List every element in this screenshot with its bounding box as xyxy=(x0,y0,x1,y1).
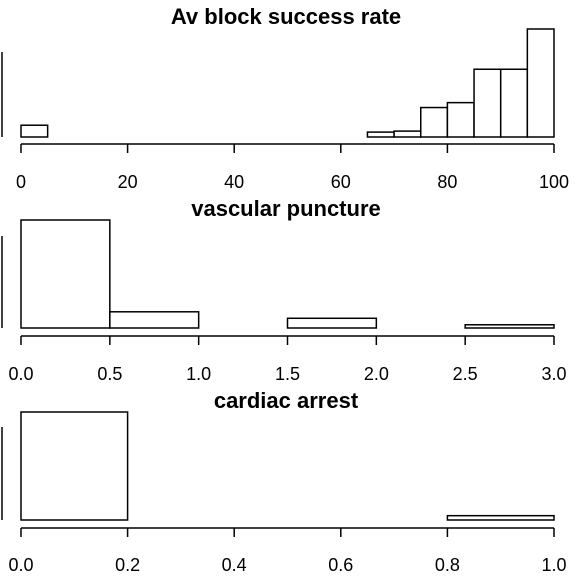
histogram-bar-17 xyxy=(446,101,475,138)
x-tick-label-5: 80 xyxy=(437,172,457,192)
histogram-bar-4 xyxy=(286,317,378,329)
histogram-bar-20 xyxy=(526,28,555,138)
histogram-bar-15 xyxy=(393,130,422,138)
histogram-bar-16 xyxy=(420,106,449,138)
x-tick-label-4: 0.6 xyxy=(328,555,353,575)
x-tick-label-2: 0.2 xyxy=(115,555,140,575)
histogram-bar-1 xyxy=(20,411,129,521)
panel-2-title: vascular puncture xyxy=(191,196,381,221)
histogram-bar-19 xyxy=(499,68,529,138)
x-tick-label-5: 0.8 xyxy=(435,555,460,575)
x-tick-label-3: 1.0 xyxy=(186,364,211,384)
panel-2: vascular puncture 0.0 0.5 1.0 1.5 2.0 2.5 3.0 xyxy=(1,196,567,384)
x-tick-label-3: 40 xyxy=(224,172,244,192)
panel-1: Av block success rate 0 20 40 60 80 100 xyxy=(1,4,569,192)
histogram-bar-5 xyxy=(446,514,555,521)
x-tick-label-6: 1.0 xyxy=(541,555,566,575)
x-tick-label-4: 1.5 xyxy=(275,364,300,384)
x-tick-label-5: 2.0 xyxy=(364,364,389,384)
x-tick-label-1: 0 xyxy=(16,172,26,192)
panel-3: cardiac arrest 0.0 0.2 0.4 0.6 0.8 1.0 xyxy=(1,388,567,575)
histogram-bar-18 xyxy=(473,68,502,138)
x-tick-label-7: 3.0 xyxy=(541,364,566,384)
panel-3-title: cardiac arrest xyxy=(214,388,359,413)
x-tick-label-3: 0.4 xyxy=(222,555,247,575)
panel-1-title: Av block success rate xyxy=(171,4,401,29)
histogram-bar-1 xyxy=(20,219,111,329)
x-tick-label-6: 2.5 xyxy=(453,364,478,384)
histogram-bar-2 xyxy=(109,311,200,329)
x-tick-label-1: 0.0 xyxy=(8,364,33,384)
x-tick-label-4: 60 xyxy=(331,172,351,192)
x-tick-label-2: 20 xyxy=(118,172,138,192)
x-tick-label-2: 0.5 xyxy=(97,364,122,384)
histogram-bar-6 xyxy=(464,324,555,329)
x-tick-label-1: 0.0 xyxy=(8,555,33,575)
x-tick-label-6: 100 xyxy=(539,172,569,192)
histogram-bar-1 xyxy=(20,124,49,138)
histogram-bar-14 xyxy=(366,131,395,138)
